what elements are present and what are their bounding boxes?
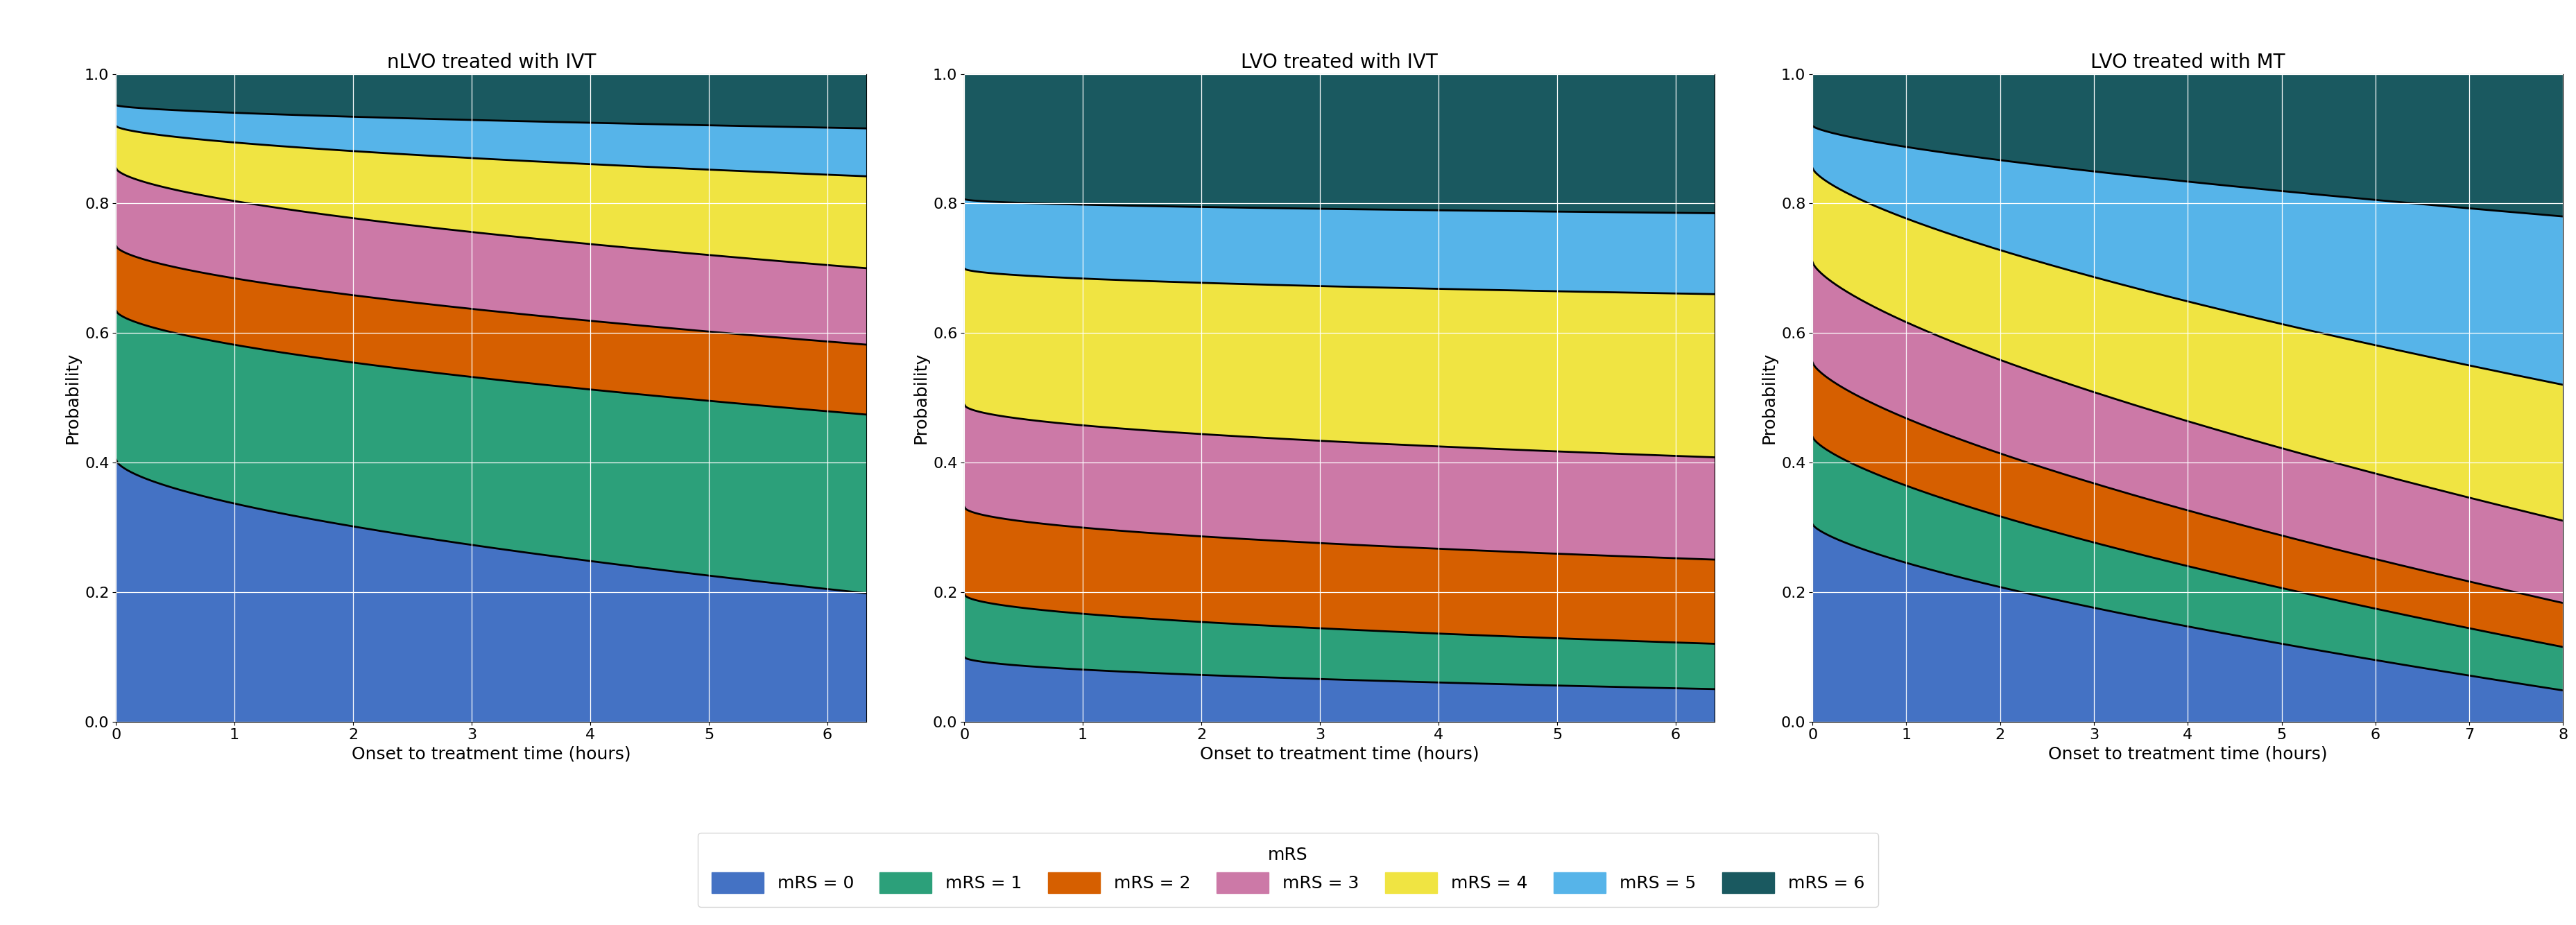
Y-axis label: Probability: Probability [1759,352,1777,444]
Legend: mRS = 0, mRS = 1, mRS = 2, mRS = 3, mRS = 4, mRS = 5, mRS = 6: mRS = 0, mRS = 1, mRS = 2, mRS = 3, mRS … [698,833,1878,907]
X-axis label: Onset to treatment time (hours): Onset to treatment time (hours) [2048,746,2326,762]
Y-axis label: Probability: Probability [64,352,80,444]
Title: nLVO treated with IVT: nLVO treated with IVT [386,53,595,72]
Y-axis label: Probability: Probability [912,352,930,444]
Title: LVO treated with MT: LVO treated with MT [2092,53,2285,72]
Title: LVO treated with IVT: LVO treated with IVT [1242,53,1437,72]
X-axis label: Onset to treatment time (hours): Onset to treatment time (hours) [353,746,631,762]
X-axis label: Onset to treatment time (hours): Onset to treatment time (hours) [1200,746,1479,762]
